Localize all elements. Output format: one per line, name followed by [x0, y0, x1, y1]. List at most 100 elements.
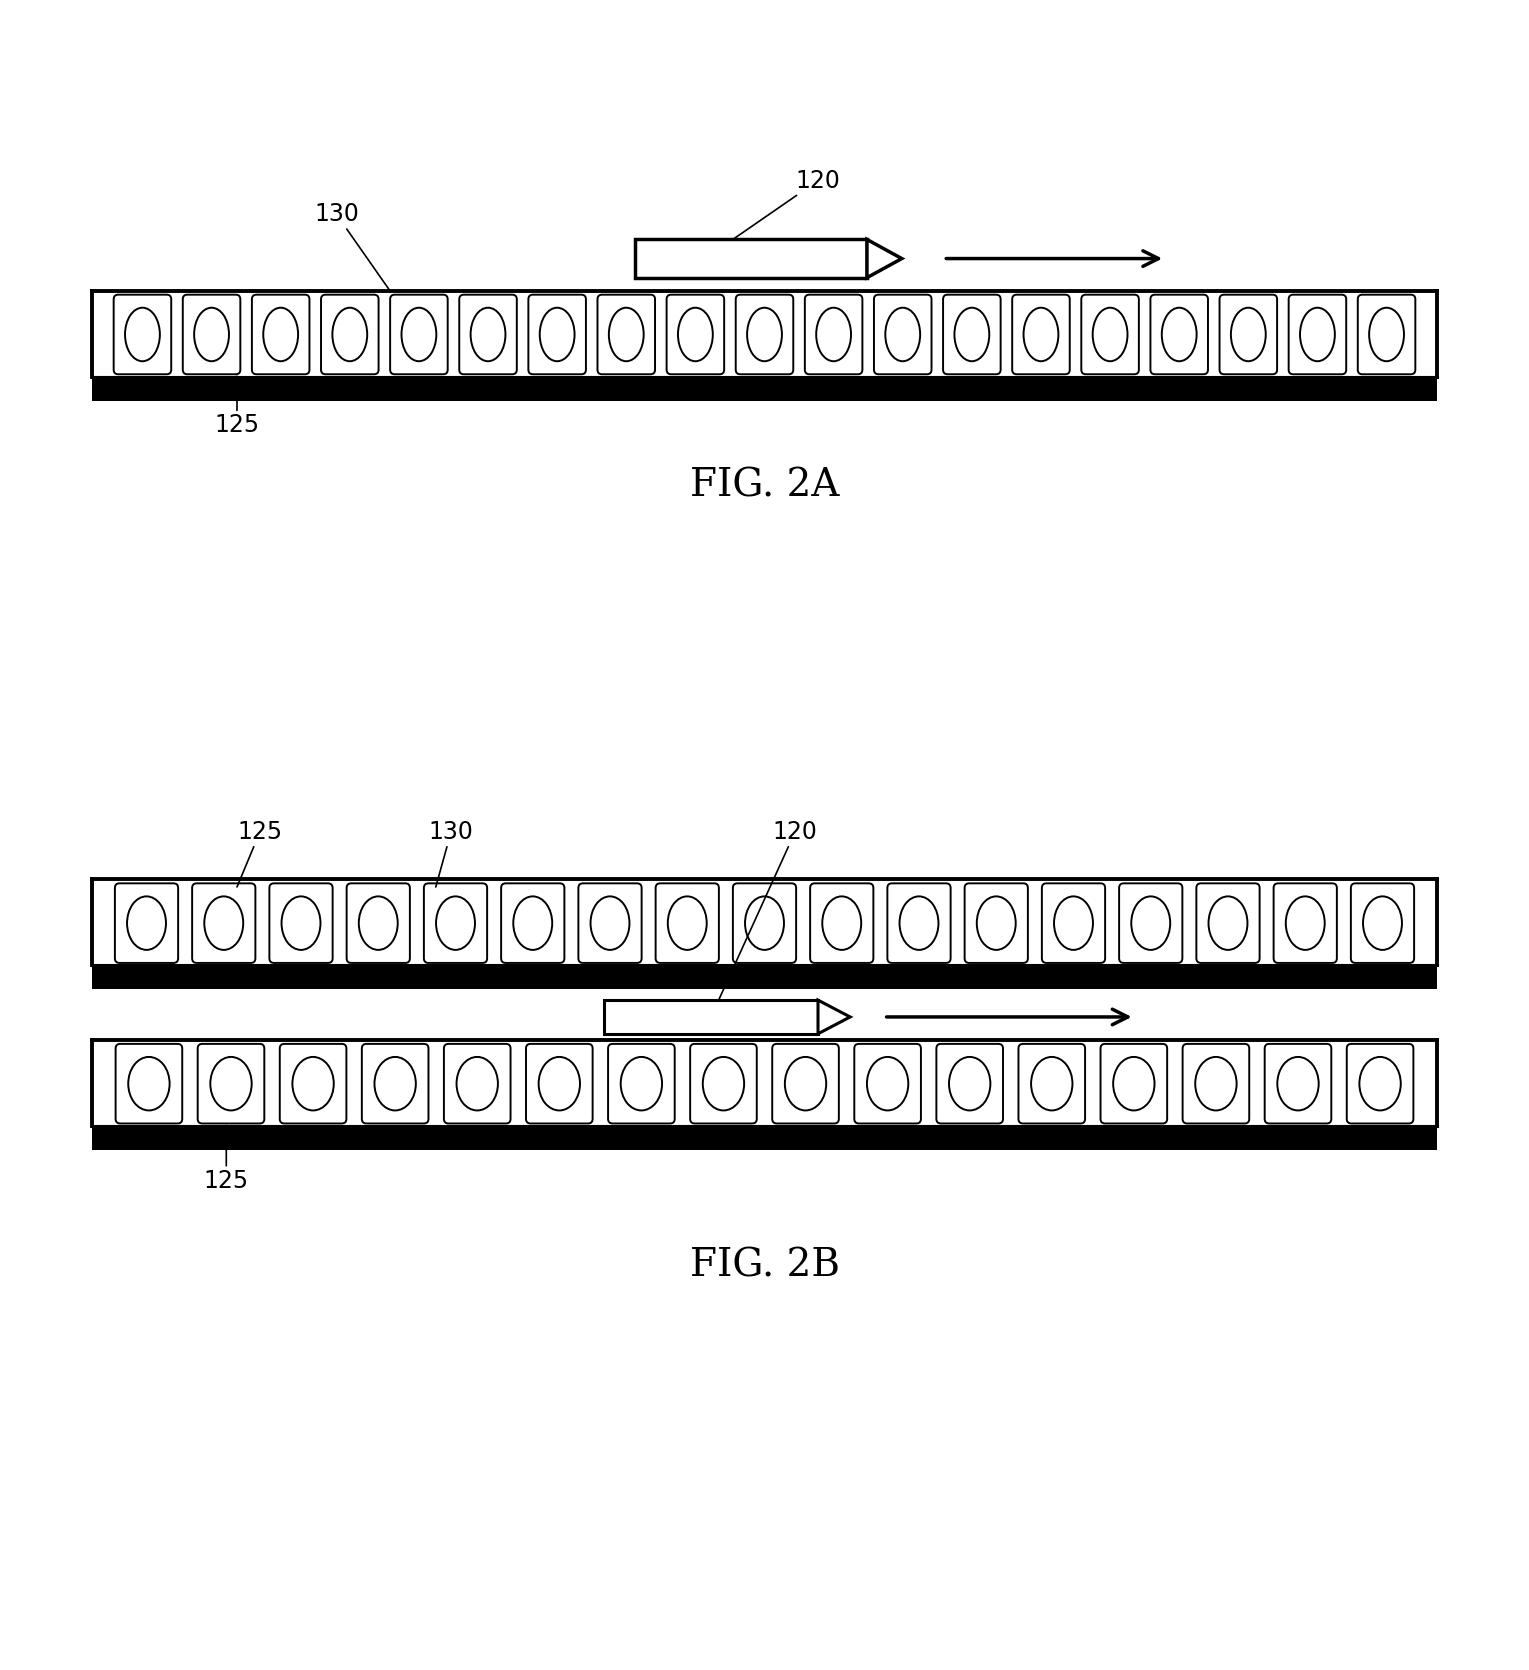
- FancyBboxPatch shape: [875, 294, 931, 374]
- Ellipse shape: [332, 307, 367, 361]
- Ellipse shape: [402, 307, 436, 361]
- Text: 130: 130: [428, 820, 474, 887]
- Ellipse shape: [128, 1057, 170, 1111]
- Ellipse shape: [263, 307, 298, 361]
- Ellipse shape: [127, 897, 167, 950]
- Ellipse shape: [784, 1057, 826, 1111]
- Ellipse shape: [125, 307, 161, 361]
- Ellipse shape: [954, 307, 989, 361]
- FancyBboxPatch shape: [1150, 294, 1208, 374]
- Ellipse shape: [977, 897, 1015, 950]
- Ellipse shape: [1131, 897, 1170, 950]
- Ellipse shape: [436, 897, 476, 950]
- Polygon shape: [818, 1000, 850, 1034]
- FancyBboxPatch shape: [965, 883, 1027, 964]
- FancyBboxPatch shape: [321, 294, 379, 374]
- Ellipse shape: [590, 897, 630, 950]
- FancyBboxPatch shape: [280, 1044, 347, 1124]
- FancyBboxPatch shape: [1264, 1044, 1332, 1124]
- Ellipse shape: [1208, 897, 1248, 950]
- Bar: [92, 965, 1437, 989]
- Ellipse shape: [703, 1057, 745, 1111]
- FancyBboxPatch shape: [855, 1044, 920, 1124]
- FancyBboxPatch shape: [732, 883, 797, 964]
- Text: FIG. 2A: FIG. 2A: [690, 468, 839, 504]
- Ellipse shape: [457, 1057, 498, 1111]
- Bar: [604, 1000, 818, 1034]
- Text: FIG. 2B: FIG. 2B: [690, 1247, 839, 1284]
- FancyBboxPatch shape: [810, 883, 873, 964]
- FancyBboxPatch shape: [193, 883, 255, 964]
- FancyBboxPatch shape: [1012, 294, 1070, 374]
- Ellipse shape: [668, 897, 706, 950]
- Ellipse shape: [194, 307, 229, 361]
- FancyBboxPatch shape: [197, 1044, 265, 1124]
- FancyBboxPatch shape: [1347, 1044, 1413, 1124]
- Bar: [635, 239, 867, 277]
- Ellipse shape: [281, 897, 321, 950]
- Text: 130: 130: [313, 202, 390, 291]
- Ellipse shape: [816, 307, 852, 361]
- FancyBboxPatch shape: [1289, 294, 1346, 374]
- FancyBboxPatch shape: [1101, 1044, 1167, 1124]
- FancyBboxPatch shape: [459, 294, 517, 374]
- Ellipse shape: [375, 1057, 416, 1111]
- FancyBboxPatch shape: [667, 294, 725, 374]
- Ellipse shape: [745, 897, 784, 950]
- Ellipse shape: [1286, 897, 1324, 950]
- Bar: [92, 376, 1437, 401]
- Ellipse shape: [1362, 897, 1402, 950]
- FancyBboxPatch shape: [690, 1044, 757, 1124]
- FancyBboxPatch shape: [443, 1044, 511, 1124]
- Ellipse shape: [1368, 307, 1404, 361]
- FancyBboxPatch shape: [424, 883, 488, 964]
- Text: 120: 120: [719, 820, 818, 1000]
- Ellipse shape: [514, 897, 552, 950]
- Bar: [92, 880, 1437, 965]
- FancyBboxPatch shape: [609, 1044, 674, 1124]
- Text: 125: 125: [214, 376, 260, 438]
- Ellipse shape: [1093, 307, 1127, 361]
- FancyBboxPatch shape: [1220, 294, 1277, 374]
- Text: 125: 125: [203, 1126, 249, 1192]
- FancyBboxPatch shape: [1081, 294, 1139, 374]
- FancyBboxPatch shape: [598, 294, 654, 374]
- Ellipse shape: [1023, 307, 1058, 361]
- FancyBboxPatch shape: [347, 883, 410, 964]
- Bar: [92, 291, 1437, 376]
- FancyBboxPatch shape: [1119, 883, 1182, 964]
- FancyBboxPatch shape: [1041, 883, 1105, 964]
- FancyBboxPatch shape: [113, 294, 171, 374]
- FancyBboxPatch shape: [735, 294, 794, 374]
- Ellipse shape: [621, 1057, 662, 1111]
- Ellipse shape: [950, 1057, 991, 1111]
- FancyBboxPatch shape: [115, 883, 179, 964]
- FancyBboxPatch shape: [936, 1044, 1003, 1124]
- FancyBboxPatch shape: [1196, 883, 1260, 964]
- FancyBboxPatch shape: [116, 1044, 182, 1124]
- Ellipse shape: [748, 307, 781, 361]
- Ellipse shape: [1300, 307, 1335, 361]
- Ellipse shape: [292, 1057, 333, 1111]
- Ellipse shape: [677, 307, 713, 361]
- Ellipse shape: [1053, 897, 1093, 950]
- FancyBboxPatch shape: [529, 294, 586, 374]
- FancyBboxPatch shape: [1018, 1044, 1086, 1124]
- Ellipse shape: [823, 897, 861, 950]
- FancyBboxPatch shape: [943, 294, 1000, 374]
- FancyBboxPatch shape: [526, 1044, 593, 1124]
- Ellipse shape: [540, 307, 575, 361]
- FancyBboxPatch shape: [362, 1044, 428, 1124]
- Ellipse shape: [359, 897, 398, 950]
- Ellipse shape: [609, 307, 644, 361]
- FancyBboxPatch shape: [656, 883, 719, 964]
- Ellipse shape: [205, 897, 243, 950]
- Ellipse shape: [1359, 1057, 1401, 1111]
- FancyBboxPatch shape: [269, 883, 333, 964]
- FancyBboxPatch shape: [887, 883, 951, 964]
- Bar: [92, 1040, 1437, 1126]
- Text: 120: 120: [734, 169, 841, 239]
- Ellipse shape: [1231, 307, 1266, 361]
- FancyBboxPatch shape: [1182, 1044, 1249, 1124]
- FancyBboxPatch shape: [252, 294, 309, 374]
